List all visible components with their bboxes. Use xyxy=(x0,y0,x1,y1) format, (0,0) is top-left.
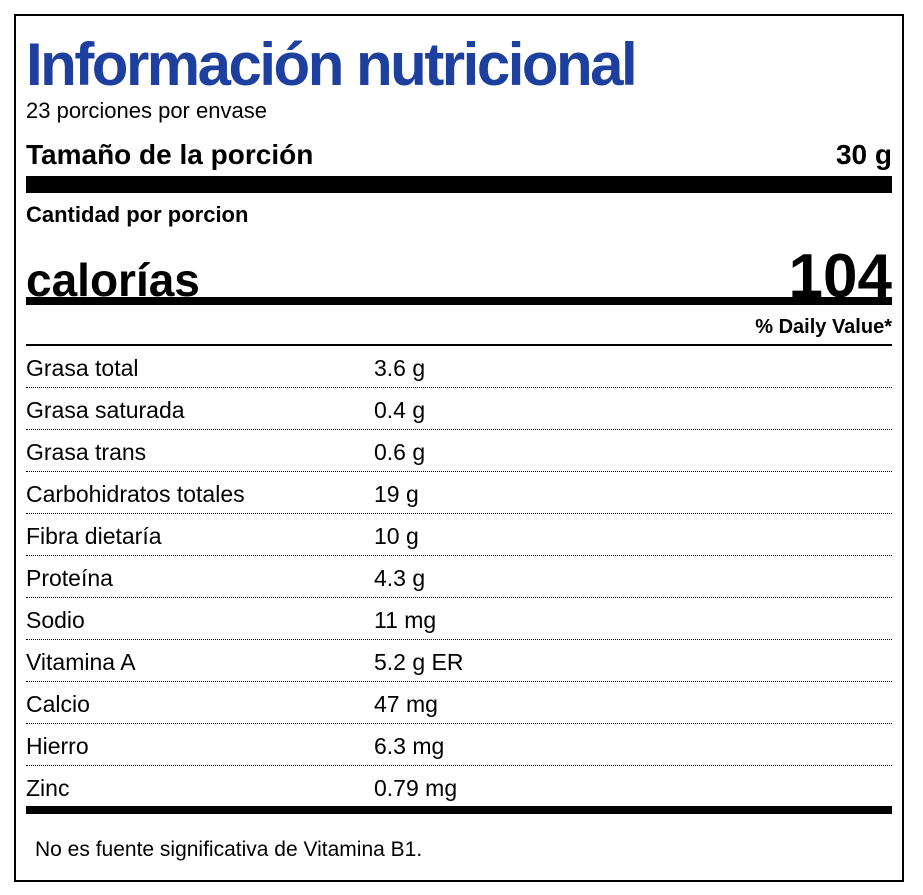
nutrient-amount: 6.3 mg xyxy=(374,733,445,759)
nutrient-name: Calcio xyxy=(26,691,90,717)
nutrient-row: Hierro 6.3 mg xyxy=(26,724,892,766)
nutrient-amount: 3.6 g xyxy=(374,355,426,381)
label-content: Información nutricional 23 porciones por… xyxy=(26,16,892,880)
nutrient-name: Proteína xyxy=(26,565,113,591)
medium-divider xyxy=(26,297,892,305)
amount-per-serving: Cantidad por porcion xyxy=(26,202,249,227)
nutrient-amount: 4.3 g xyxy=(374,565,426,591)
nutrient-amount: 0.4 g xyxy=(374,397,426,423)
nutrient-row: Grasa total 3.6 g xyxy=(26,346,892,388)
nutrient-amount: 0.6 g xyxy=(374,439,426,465)
nutrient-row: Proteína 4.3 g xyxy=(26,556,892,598)
nutrient-name: Carbohidratos totales xyxy=(26,481,245,507)
nutrient-name: Grasa saturada xyxy=(26,397,185,423)
nutrient-row: Carbohidratos totales 19 g xyxy=(26,472,892,514)
footnote: No es fuente significativa de Vitamina B… xyxy=(35,838,423,861)
daily-value-header: % Daily Value* xyxy=(755,316,892,338)
nutrient-row: Fibra dietaría 10 g xyxy=(26,514,892,556)
thick-divider xyxy=(26,176,892,193)
nutrient-amount: 19 g xyxy=(374,481,419,507)
nutrient-row: Grasa trans 0.6 g xyxy=(26,430,892,472)
nutrient-amount: 0.79 mg xyxy=(374,775,458,801)
nutrient-row: Calcio 47 mg xyxy=(26,682,892,724)
nutrient-row: Sodio 11 mg xyxy=(26,598,892,640)
nutrient-row: Zinc 0.79 mg xyxy=(26,766,892,808)
serving-size-value: 30 g xyxy=(835,139,892,170)
nutrient-name: Hierro xyxy=(26,733,89,759)
nutrient-row: Grasa saturada 0.4 g xyxy=(26,388,892,430)
nutrient-amount: 10 g xyxy=(374,523,419,549)
thin-divider xyxy=(26,344,892,346)
nutrient-amount: 5.2 g ER xyxy=(374,649,464,675)
nutrient-name: Zinc xyxy=(26,775,70,801)
bottom-divider xyxy=(26,806,892,814)
servings-per-container: 23 porciones por envase xyxy=(26,98,267,123)
label-title: Información nutricional xyxy=(26,31,638,98)
serving-size-row: Tamaño de la porción 30 g xyxy=(26,138,892,172)
nutrient-name: Sodio xyxy=(26,607,85,633)
nutrient-amount: 11 mg xyxy=(374,607,437,633)
serving-size-label: Tamaño de la porción xyxy=(26,139,314,170)
nutrient-name: Vitamina A xyxy=(26,649,136,675)
nutrient-name: Grasa total xyxy=(26,355,139,381)
nutrient-row: Vitamina A 5.2 g ER xyxy=(26,640,892,682)
nutrient-name: Grasa trans xyxy=(26,439,147,465)
nutrient-name: Fibra dietaría xyxy=(26,523,162,549)
nutrient-list: Grasa total 3.6 g Grasa saturada 0.4 g Grasa… xyxy=(26,346,892,808)
nutrient-amount: 47 mg xyxy=(374,691,438,717)
nutrition-facts-label: Información nutricional 23 porciones por… xyxy=(14,14,904,882)
